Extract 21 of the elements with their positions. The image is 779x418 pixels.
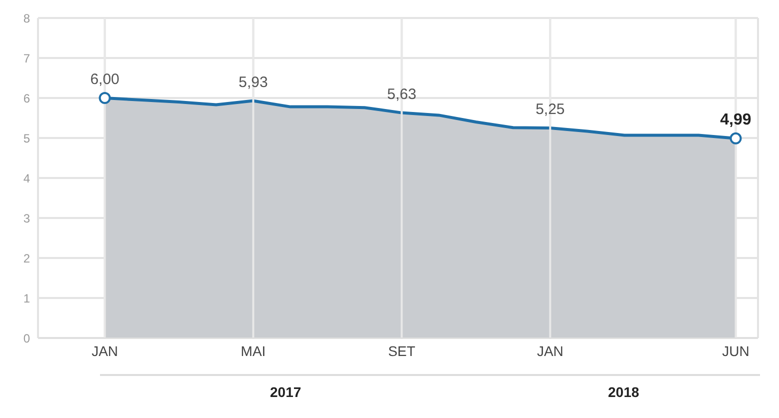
x-tick-label: JAN bbox=[536, 342, 564, 359]
text: 2018 bbox=[608, 384, 640, 400]
y-tick-label: 7 bbox=[23, 51, 30, 66]
data-label: 6,00 bbox=[90, 71, 120, 88]
y-tick-label: 2 bbox=[23, 251, 30, 266]
y-tick-label: 6 bbox=[23, 91, 30, 106]
data-label: 4,99 bbox=[720, 111, 752, 128]
y-tick-label: 0 bbox=[23, 331, 30, 346]
x-tick-label: JUN bbox=[722, 342, 750, 359]
x-tick-label: JAN bbox=[92, 342, 118, 359]
x-tick-label: SET bbox=[388, 342, 416, 359]
data-label: 5,63 bbox=[387, 86, 416, 103]
data-label: 5,25 bbox=[536, 101, 565, 118]
data-label: 5,93 bbox=[238, 74, 268, 91]
text: 2017 bbox=[270, 384, 302, 400]
x-tick-label: MAI bbox=[240, 342, 266, 359]
y-tick-label: 8 bbox=[23, 11, 30, 26]
y-tick-label: 4 bbox=[23, 171, 30, 186]
y-tick-label: 1 bbox=[23, 291, 30, 306]
y-tick-label: 3 bbox=[23, 211, 30, 226]
y-tick-label: 5 bbox=[23, 131, 30, 146]
